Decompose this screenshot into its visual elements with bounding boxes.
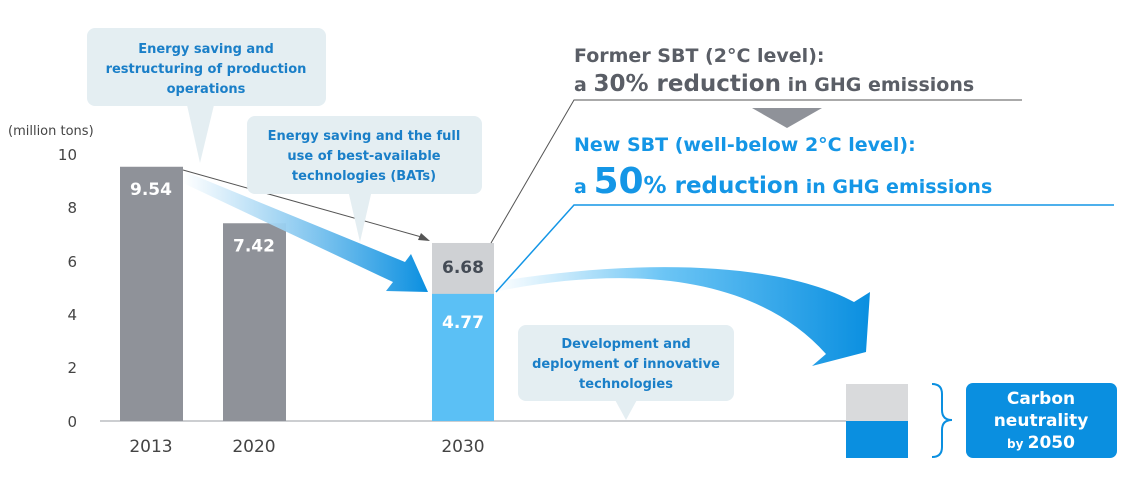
callout-3-line-2: deployment of innovative (532, 357, 720, 372)
bar-value-label: 6.68 (442, 258, 484, 278)
callout-energy-saving-restructuring: Energy saving and restructuring of produ… (87, 28, 326, 163)
callout-3-line-3: technologies (579, 377, 673, 392)
former-sbt-title: Former SBT (2°C level): (574, 45, 824, 67)
y-axis: 0 2 4 6 8 10 (58, 146, 77, 431)
bar-2050-blue (846, 421, 908, 458)
carbon-neutrality-badge: Carbon neutrality by 2050 (966, 383, 1117, 458)
callout-innovative-technologies: Development and deployment of innovative… (518, 325, 734, 420)
former-sbt-suffix: in GHG emissions (781, 74, 974, 96)
carbon-neutrality-year: 2050 (1028, 433, 1075, 453)
x-category-label: 2030 (441, 437, 484, 457)
reduction-arrow (183, 172, 428, 292)
y-axis-unit-label: (million tons) (8, 124, 94, 139)
y-tick-label: 6 (67, 253, 77, 271)
carbon-neutrality-line-1: Carbon (1007, 389, 1075, 409)
bar-value-label: 4.77 (442, 313, 484, 333)
bar-2050-gray (846, 384, 908, 421)
x-category-label: 2020 (232, 437, 275, 457)
bar-value-label: 9.54 (130, 180, 172, 200)
y-tick-label: 0 (67, 413, 77, 431)
new-sbt-title: New SBT (well-below 2°C level): (574, 134, 916, 156)
thin-trend-arrow (182, 169, 426, 239)
bar-2020 (223, 223, 286, 421)
callout-2-line-1: Energy saving and the full (268, 129, 461, 144)
callout-1-line-3: operations (167, 82, 246, 97)
callout-1-line-1: Energy saving and (138, 42, 274, 57)
bar-2013 (120, 166, 183, 421)
new-sbt-prefix: a (574, 176, 593, 198)
bar-2030 (432, 293, 494, 421)
new-sbt-annotation: New SBT (well-below 2°C level): a 50% re… (495, 134, 1114, 293)
former-sbt-prefix: a (574, 74, 593, 96)
carbon-neutrality-by: by (1007, 437, 1028, 451)
callout-3-line-1: Development and (561, 337, 690, 352)
down-triangle-icon (752, 108, 822, 128)
x-category-label: 2013 (129, 437, 172, 457)
thin-arrow-head (418, 233, 430, 241)
y-tick-label: 8 (67, 199, 77, 217)
new-sbt-mid: % reduction (644, 173, 800, 199)
former-sbt-detail: a 30% reduction in GHG emissions (574, 71, 974, 97)
former-sbt-annotation: Former SBT (2°C level): a 30% reduction … (490, 45, 1022, 244)
callout-2-line-3: technologies (BATs) (292, 169, 436, 184)
callout-1-line-2: restructuring of production (106, 62, 307, 77)
callout-2-line-2: use of best-available (287, 149, 440, 164)
bracket-brace (931, 383, 953, 458)
former-sbt-big: 30% reduction (593, 71, 781, 97)
bar-value-label: 7.42 (233, 236, 275, 256)
y-tick-label: 4 (67, 306, 77, 324)
callout-bats: Energy saving and the full use of best-a… (247, 116, 482, 242)
y-tick-label: 10 (58, 146, 77, 164)
innovation-arrow (494, 267, 870, 366)
carbon-neutrality-line-3: by 2050 (1007, 433, 1075, 453)
new-sbt-big: 50 (593, 161, 643, 202)
new-sbt-suffix: in GHG emissions (799, 176, 992, 198)
new-sbt-detail: a 50% reduction in GHG emissions (574, 161, 992, 202)
y-tick-label: 2 (67, 359, 77, 377)
carbon-neutrality-line-2: neutrality (994, 411, 1089, 431)
